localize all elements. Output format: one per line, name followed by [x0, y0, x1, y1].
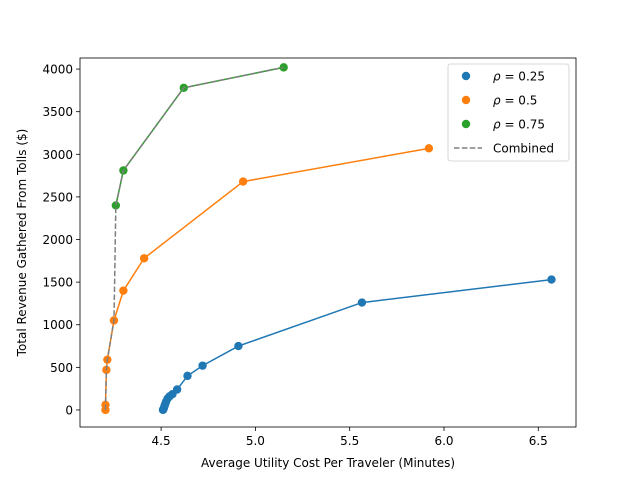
series-line-2	[115, 66, 284, 206]
y-tick-label: 1000	[42, 318, 73, 332]
legend-box	[447, 63, 570, 162]
legend-label-value: = 0.25	[501, 70, 545, 84]
legend-label-0: ρ = 0.25	[493, 70, 545, 84]
series-line-1	[104, 147, 430, 410]
legend-marker-0	[461, 71, 471, 81]
series-points-layer	[101, 63, 556, 415]
legend-label-combined: Combined	[493, 142, 554, 156]
y-tick-label: 0	[65, 403, 73, 417]
legend-marker-2	[461, 119, 471, 129]
x-tick-label: 5.0	[246, 434, 265, 448]
x-tick-label: 6.5	[529, 434, 548, 448]
data-point-series-1	[424, 144, 434, 153]
data-point-series-0	[547, 275, 556, 284]
legend-label-symbol: ρ	[493, 94, 501, 108]
data-point-series-0	[183, 371, 192, 381]
legend-label-symbol: ρ	[493, 70, 501, 84]
y-axis: 0 500 1000 1500 2000 2500 3000 3500 4000	[42, 63, 80, 417]
legend-label-symbol: ρ	[493, 118, 501, 132]
legend-marker-1	[461, 95, 471, 105]
x-tick-label: 4.5	[152, 434, 171, 448]
y-axis-label: Total Revenue Gathered From Tolls ($)	[15, 129, 29, 358]
y-tick-label: 2000	[42, 233, 73, 247]
data-point-series-0	[357, 298, 367, 307]
data-point-series-2	[111, 201, 121, 210]
y-tick-label: 3500	[42, 105, 73, 119]
data-point-series-1	[119, 286, 128, 295]
legend-label-value: = 0.75	[501, 118, 545, 132]
data-point-series-1	[238, 177, 248, 186]
series-line-0	[162, 278, 552, 411]
data-point-series-0	[172, 385, 182, 394]
legend-label-2: ρ = 0.75	[493, 118, 545, 132]
x-axis-label: Average Utility Cost Per Traveler (Minut…	[201, 456, 455, 470]
data-point-series-1	[139, 254, 149, 263]
combined-line	[104, 66, 284, 410]
y-tick-label: 1500	[42, 276, 73, 290]
y-tick-label: 2500	[42, 190, 73, 204]
data-point-series-0	[234, 341, 243, 351]
x-tick-label: 5.5	[340, 434, 359, 448]
y-tick-label: 4000	[42, 63, 73, 77]
y-tick-label: 500	[50, 361, 73, 375]
data-point-series-0	[198, 361, 207, 370]
combined-line-layer	[104, 66, 284, 410]
y-tick-label: 3000	[42, 148, 73, 162]
x-axis: 4.5 5.0 5.5 6.0 6.5	[152, 427, 548, 448]
x-tick-label: 6.0	[434, 434, 453, 448]
legend-label-1: ρ = 0.5	[493, 94, 537, 108]
plot-frame	[79, 57, 577, 428]
legend-label-value: = 0.5	[501, 94, 538, 108]
